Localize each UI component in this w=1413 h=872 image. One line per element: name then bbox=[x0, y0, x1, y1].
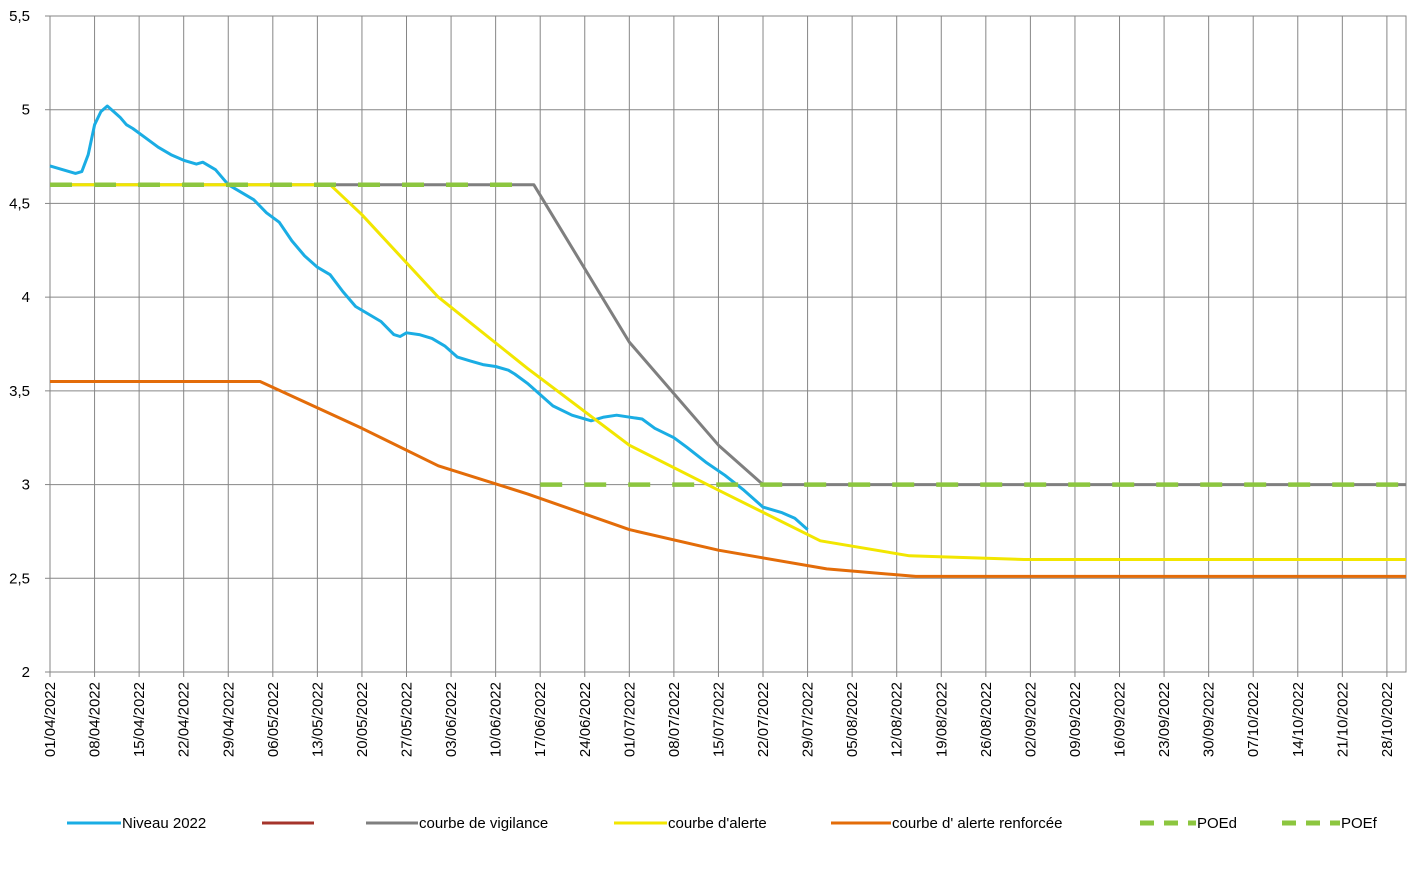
legend-label-6: POEf bbox=[1341, 815, 1378, 832]
x-tick-label: 08/07/2022 bbox=[666, 682, 683, 757]
x-tick-label: 03/06/2022 bbox=[443, 682, 460, 757]
series-line-2 bbox=[50, 183, 1406, 487]
x-tick-label: 30/09/2022 bbox=[1201, 682, 1218, 757]
x-tick-label: 06/05/2022 bbox=[265, 682, 282, 757]
y-tick-label: 2,5 bbox=[9, 570, 30, 587]
x-tick-label: 16/09/2022 bbox=[1112, 682, 1129, 757]
x-tick-label: 01/07/2022 bbox=[621, 682, 638, 757]
x-tick-label: 29/07/2022 bbox=[800, 682, 817, 757]
y-tick-label: 3,5 bbox=[9, 383, 30, 400]
series-line-3 bbox=[50, 183, 1406, 561]
x-tick-label: 29/04/2022 bbox=[220, 682, 237, 757]
x-tick-label: 12/08/2022 bbox=[889, 682, 906, 757]
x-tick-label: 17/06/2022 bbox=[532, 682, 549, 757]
x-tick-label: 27/05/2022 bbox=[399, 682, 416, 757]
x-tick-label: 05/08/2022 bbox=[844, 682, 861, 757]
plot-area-border bbox=[49, 15, 1407, 673]
x-tick-label: 10/06/2022 bbox=[488, 682, 505, 757]
y-tick-label: 4 bbox=[22, 289, 30, 306]
legend: Niveau 2022 courbe de vigilance courbe d'a… bbox=[67, 815, 1378, 832]
series-lines bbox=[49, 104, 1406, 578]
y-tick-label: 5,5 bbox=[9, 8, 30, 25]
x-tick-label: 02/09/2022 bbox=[1022, 682, 1039, 757]
legend-label-2: courbe de vigilance bbox=[419, 815, 548, 832]
x-tick-label: 13/05/2022 bbox=[309, 682, 326, 757]
x-tick-label: 23/09/2022 bbox=[1156, 682, 1173, 757]
legend-label-4: courbe d' alerte renforcée bbox=[892, 815, 1062, 832]
x-tick-label: 09/09/2022 bbox=[1067, 682, 1084, 757]
x-tick-label: 20/05/2022 bbox=[354, 682, 371, 757]
y-tick-label: 2 bbox=[22, 664, 30, 681]
legend-label-0: Niveau 2022 bbox=[122, 815, 206, 832]
x-tick-label: 22/04/2022 bbox=[176, 682, 193, 757]
y-tick-label: 5 bbox=[22, 102, 30, 119]
series-line-4 bbox=[50, 380, 1406, 578]
x-tick-label: 08/04/2022 bbox=[87, 682, 104, 757]
y-tick-label: 3 bbox=[22, 477, 30, 494]
x-tick-label: 28/10/2022 bbox=[1379, 682, 1396, 757]
x-tick-label: 24/06/2022 bbox=[577, 682, 594, 757]
grid bbox=[49, 15, 1407, 673]
axes: 2 2,5 3 3,5 4 4,5 5 5,5 01/04/2022 08/04/2022 15/0… bbox=[9, 8, 1396, 757]
x-tick-label: 21/10/2022 bbox=[1334, 682, 1351, 757]
x-tick-label: 22/07/2022 bbox=[755, 682, 772, 757]
x-tick-label: 14/10/2022 bbox=[1290, 682, 1307, 757]
x-tick-label: 01/04/2022 bbox=[42, 682, 59, 757]
legend-label-3: courbe d'alerte bbox=[668, 815, 767, 832]
x-tick-label: 26/08/2022 bbox=[978, 682, 995, 757]
legend-label-5: POEd bbox=[1197, 815, 1237, 832]
x-tick-label: 15/07/2022 bbox=[710, 682, 727, 757]
y-tick-label: 4,5 bbox=[9, 195, 30, 212]
series-line-0 bbox=[49, 104, 809, 531]
x-tick-label: 19/08/2022 bbox=[933, 682, 950, 757]
x-tick-label: 15/04/2022 bbox=[131, 682, 148, 757]
x-tick-label: 07/10/2022 bbox=[1245, 682, 1262, 757]
